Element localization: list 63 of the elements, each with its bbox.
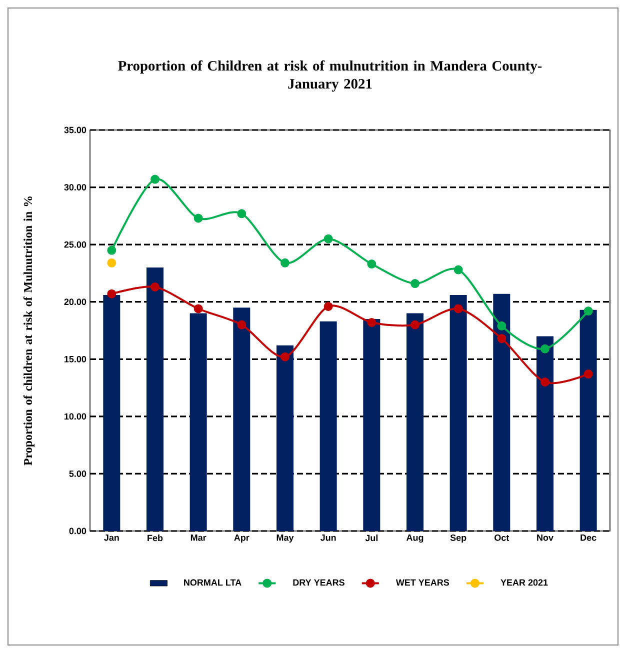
y-tick-label: 5.00 [69,470,86,477]
y-axis-title: Proportion of children at risk of Mulnutrition in % [23,196,34,466]
bar [103,294,120,531]
point [194,304,203,314]
x-tick-label: Jan [104,534,119,541]
point [497,334,506,344]
point [194,214,203,223]
point [410,320,420,330]
point [107,258,116,268]
bar [363,319,380,531]
y-tick-label: 0.00 [69,528,86,534]
x-tick-label: May [276,534,294,543]
point [367,260,376,269]
point [584,306,593,316]
point [454,265,463,274]
x-tick-label: Sep [450,534,466,543]
point [540,378,550,387]
point [107,289,116,298]
x-tick-label: Nov [537,534,554,541]
point [150,282,160,292]
point [324,302,333,311]
point [150,174,160,184]
x-tick-label: Jun [320,534,336,541]
bar [536,336,554,531]
legend-label: NORMAL LTA [184,579,242,586]
point [410,279,420,288]
bar [320,321,337,531]
point [367,318,376,327]
x-tick-label: Jul [365,534,378,542]
chart-title: Proportion of Children at risk of mulnutrition in Mandera County- January 2021 [118,60,542,92]
bar [190,313,207,531]
bar [276,345,294,531]
bar [233,308,250,531]
y-tick-label: 30.00 [64,184,86,190]
bar [580,310,597,531]
x-tick-label: Dec [580,534,596,541]
point [454,304,463,314]
y-tick-label: 20.00 [64,298,86,306]
bar [493,294,510,531]
y-tick-label: 35.00 [64,126,86,134]
x-tick-label: Mar [190,534,206,541]
bar [146,267,164,531]
x-tick-label: Apr [234,534,250,543]
bar [406,313,424,531]
point [237,209,246,218]
y-tick-label: 15.00 [64,356,86,362]
legend-label: DRY YEARS [293,579,344,586]
point [280,352,290,362]
point [324,234,333,244]
point [107,246,116,255]
point [237,320,246,330]
point [497,321,506,330]
point [540,344,550,354]
y-tick-label: 25.00 [64,241,86,248]
x-tick-label: Aug [406,534,424,543]
x-tick-label: Feb [148,534,163,542]
bar [450,294,467,531]
y-tick-label: 10.00 [64,413,86,420]
legend-label: YEAR 2021 [500,579,548,586]
point [280,258,290,268]
x-tick-label: Oct [494,534,510,541]
legend-label: WET YEARS [396,579,450,586]
point [584,370,593,379]
